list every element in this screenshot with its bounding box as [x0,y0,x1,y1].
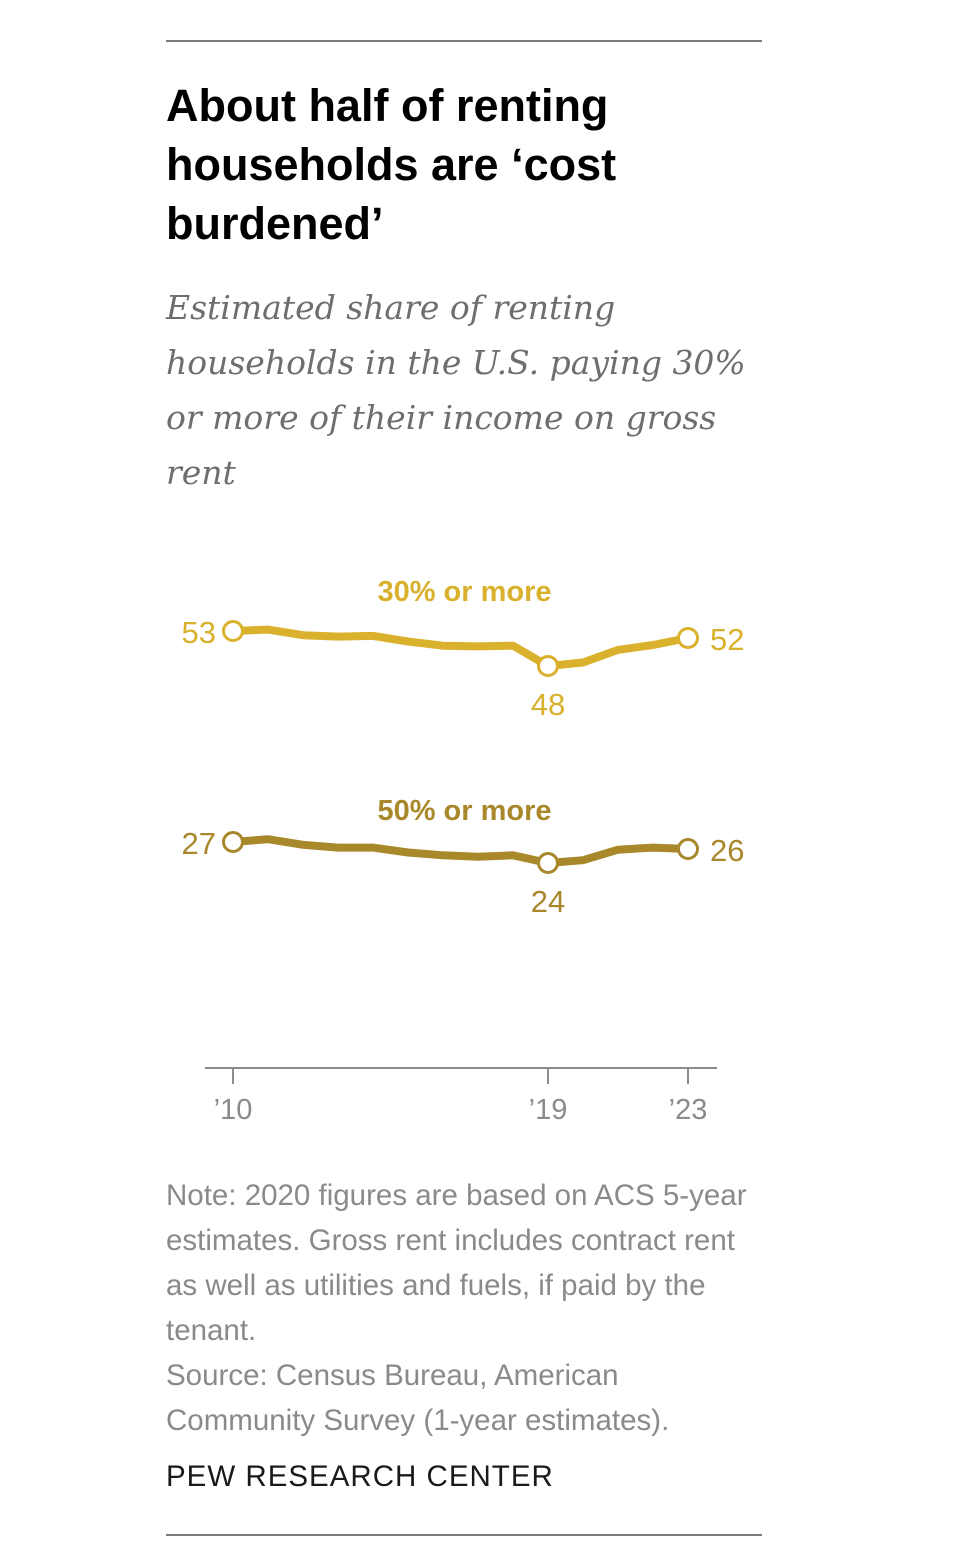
data-label-50-2010: 27 [182,826,216,861]
x-tick-label-2019: ’19 [529,1094,568,1126]
x-tick-label-2010: ’10 [214,1094,253,1126]
data-point-30-2010 [222,620,244,642]
bottom-rule [166,1534,762,1536]
series-title-50: 50% or more [377,795,551,827]
line-chart: 30% or more 53 48 52 50% or more 27 24 26 ’10 ’19… [182,576,745,1126]
data-label-30-2019: 48 [531,687,565,722]
note-text: Note: 2020 figures are based on ACS 5-ye… [166,1179,747,1347]
data-label-50-2023: 26 [710,833,744,868]
series-line-30 [229,625,692,670]
data-point-50-2019 [537,852,559,874]
chart-note: Note: 2020 figures are based on ACS 5-ye… [166,1173,766,1443]
data-point-50-2023 [677,838,699,860]
source-text: Source: Census Bureau, American Communit… [166,1359,670,1437]
series-title-30: 30% or more [377,576,551,608]
x-tick-label-2023: ’23 [669,1094,708,1126]
chart-subtitle: Estimated share of renting households in… [166,288,746,492]
chart-title: About half of renting households are ‘co… [166,80,617,249]
series-line-50 [229,835,692,867]
pew-credit: PEW RESEARCH CENTER [166,1460,554,1493]
data-label-50-2019: 24 [531,884,565,919]
data-point-50-2010 [222,831,244,853]
data-label-30-2010: 53 [182,615,216,650]
data-point-30-2023 [677,627,699,649]
top-rule [166,40,762,42]
data-point-30-2019 [537,655,559,677]
data-label-30-2023: 52 [710,622,744,657]
